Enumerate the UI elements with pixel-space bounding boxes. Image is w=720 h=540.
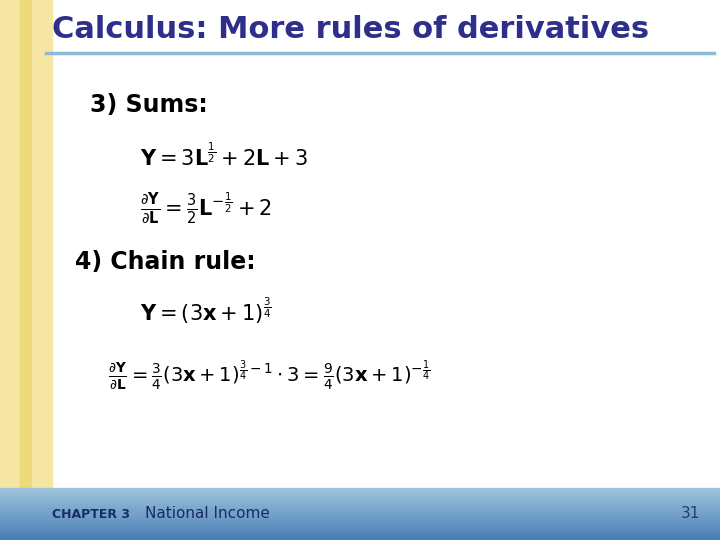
Bar <box>0 489 720 490</box>
Text: $\mathit{\mathbf{Y}} = (3\mathit{\mathbf{x}} + 1)^{\frac{3}{4}}$: $\mathit{\mathbf{Y}} = (3\mathit{\mathbf… <box>140 295 271 326</box>
Bar <box>0 519 720 520</box>
Bar <box>0 0 20 540</box>
Bar <box>0 529 720 531</box>
Bar <box>0 496 720 497</box>
Bar <box>0 532 720 534</box>
Bar <box>0 503 720 505</box>
Bar <box>0 492 720 494</box>
Text: CHAPTER 3: CHAPTER 3 <box>52 508 130 521</box>
Bar <box>0 522 720 523</box>
Bar <box>0 527 720 529</box>
Bar <box>0 508 720 510</box>
Bar <box>0 510 720 512</box>
Bar <box>0 516 720 517</box>
Text: $\mathit{\mathbf{Y}} = 3\mathit{\mathbf{L}}^{\frac{1}{2}} + 2\mathit{\mathbf{L}}: $\mathit{\mathbf{Y}} = 3\mathit{\mathbf{… <box>140 143 308 170</box>
Bar <box>0 537 720 539</box>
Text: Calculus: More rules of derivatives: Calculus: More rules of derivatives <box>52 16 649 44</box>
Bar <box>0 509 720 511</box>
Bar <box>20 0 32 540</box>
Text: 31: 31 <box>680 507 700 522</box>
Bar <box>0 531 720 533</box>
Bar <box>0 502 720 504</box>
Bar <box>0 504 720 505</box>
Bar <box>0 538 720 540</box>
Bar <box>0 534 720 536</box>
Bar <box>0 491 720 493</box>
Bar <box>0 514 720 515</box>
Bar <box>0 506 720 508</box>
Bar <box>0 536 720 538</box>
Bar <box>0 491 720 492</box>
Bar <box>0 526 720 528</box>
Text: $\frac{\partial \mathit{\mathbf{Y}}}{\partial \mathit{\mathbf{L}}} = \frac{3}{2}: $\frac{\partial \mathit{\mathbf{Y}}}{\pa… <box>140 191 271 225</box>
Bar <box>0 499 720 501</box>
Bar <box>0 521 720 522</box>
Bar <box>32 0 52 540</box>
Bar <box>0 490 720 491</box>
Text: 4) Chain rule:: 4) Chain rule: <box>75 250 256 274</box>
Text: 3) Sums:: 3) Sums: <box>90 93 208 117</box>
Bar <box>0 523 720 524</box>
Bar <box>0 505 720 507</box>
Bar <box>0 515 720 516</box>
Bar <box>0 534 720 535</box>
Bar <box>0 507 720 509</box>
Bar <box>0 525 720 526</box>
Bar <box>0 517 720 518</box>
Text: $\frac{\partial \mathit{\mathbf{Y}}}{\partial \mathit{\mathbf{L}}} = \frac{3}{4}: $\frac{\partial \mathit{\mathbf{Y}}}{\pa… <box>108 359 431 392</box>
Bar <box>0 524 720 525</box>
Bar <box>0 518 720 519</box>
Bar <box>0 530 720 532</box>
Bar <box>0 488 720 489</box>
Bar <box>0 494 720 495</box>
Bar <box>0 498 720 500</box>
Bar <box>0 512 720 514</box>
Text: National Income: National Income <box>145 507 270 522</box>
Bar <box>0 511 720 513</box>
Bar <box>0 519 720 521</box>
Bar <box>0 497 720 498</box>
Bar <box>0 528 720 530</box>
Bar <box>0 501 720 503</box>
Bar <box>0 535 720 537</box>
Bar <box>0 500 720 502</box>
Bar <box>0 495 720 496</box>
